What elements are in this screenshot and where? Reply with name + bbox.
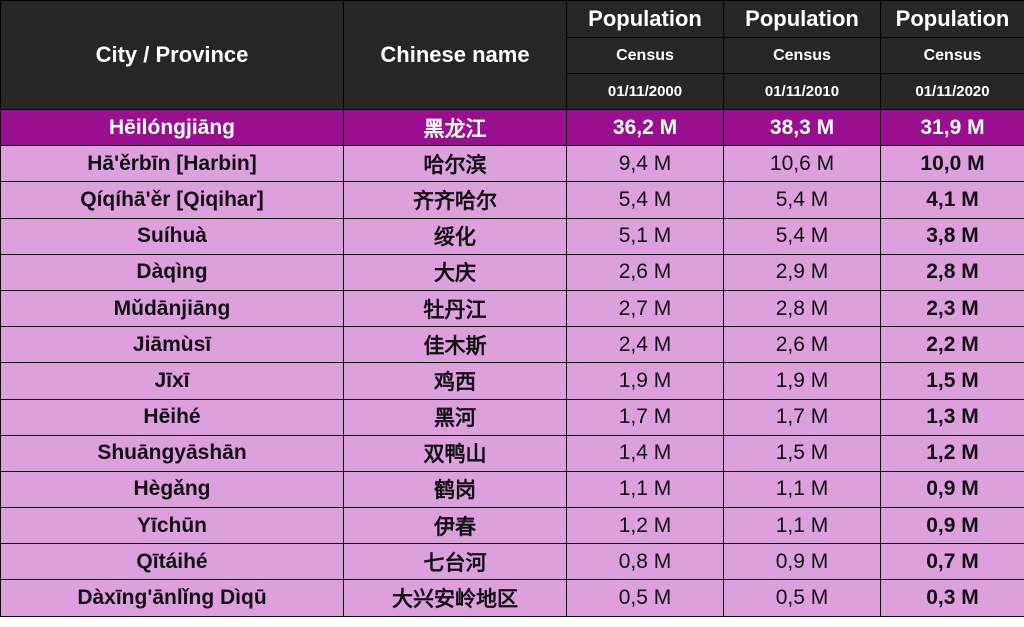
- population-2000-cell: 5,1 M: [566, 217, 724, 255]
- population-2010-cell: 5,4 M: [723, 217, 881, 255]
- table-row: Hègǎng 鹤岗 1,1 M 1,1 M 0,9 M: [0, 470, 1024, 509]
- population-2020-cell: 1,3 M: [880, 398, 1024, 436]
- city-name-cell: Qíqíhā'ěr [Qiqihar]: [0, 181, 344, 219]
- city-name-cell: Jīxī: [0, 362, 344, 400]
- province-row: Hēilóngjiāng 黑龙江 36,2 M 38,3 M 31,9 M: [0, 108, 1024, 147]
- city-name-cell: Suíhuà: [0, 217, 344, 255]
- chinese-name-cell: 双鸭山: [343, 434, 567, 472]
- table-row: Mǔdānjiāng 牡丹江 2,7 M 2,8 M 2,3 M: [0, 289, 1024, 328]
- population-2020-cell: 0,9 M: [880, 470, 1024, 509]
- chinese-name-cell: 伊春: [343, 507, 567, 545]
- population-2020-cell: 4,1 M: [880, 181, 1024, 219]
- table-header: City / Province Chinese name Population …: [0, 0, 1024, 110]
- census-date-2000: 01/11/2000: [566, 73, 724, 110]
- city-name-cell: Hēilóngjiāng: [0, 108, 344, 147]
- city-name-cell: Shuāngyāshān: [0, 434, 344, 472]
- population-2010-cell: 1,9 M: [723, 362, 881, 400]
- population-2010-cell: 2,8 M: [723, 289, 881, 328]
- table-row: Dàxīng'ānlǐng Dìqū 大兴安岭地区 0,5 M 0,5 M 0,3 M: [0, 579, 1024, 617]
- city-name-cell: Dàqìng: [0, 253, 344, 291]
- population-2010-cell: 0,5 M: [723, 579, 881, 617]
- population-2020-cell: 31,9 M: [880, 108, 1024, 147]
- chinese-name-cell: 鹤岗: [343, 470, 567, 509]
- population-2010-cell: 10,6 M: [723, 145, 881, 183]
- table-row: Jiāmùsī 佳木斯 2,4 M 2,6 M 2,2 M: [0, 326, 1024, 364]
- chinese-name-cell: 齐齐哈尔: [343, 181, 567, 219]
- chinese-name-header: Chinese name: [343, 0, 567, 110]
- population-2000-header: Population: [566, 0, 724, 38]
- population-2010-cell: 38,3 M: [723, 108, 881, 147]
- population-2000-cell: 5,4 M: [566, 181, 724, 219]
- population-2000-cell: 2,6 M: [566, 253, 724, 291]
- population-2020-cell: 0,7 M: [880, 543, 1024, 581]
- population-2020-cell: 3,8 M: [880, 217, 1024, 255]
- population-2000-cell: 0,8 M: [566, 543, 724, 581]
- population-2010-cell: 2,9 M: [723, 253, 881, 291]
- population-2020-cell: 0,9 M: [880, 507, 1024, 545]
- population-2000-cell: 36,2 M: [566, 108, 724, 147]
- population-2000-cell: 1,7 M: [566, 398, 724, 436]
- city-name-cell: Hēihé: [0, 398, 344, 436]
- census-date-2020: 01/11/2020: [880, 73, 1024, 110]
- chinese-name-cell: 黑龙江: [343, 108, 567, 147]
- table-row: Qíqíhā'ěr [Qiqihar] 齐齐哈尔 5,4 M 5,4 M 4,1 M: [0, 181, 1024, 219]
- population-2000-cell: 1,1 M: [566, 470, 724, 509]
- city-name-cell: Qītáihé: [0, 543, 344, 581]
- population-2020-cell: 1,5 M: [880, 362, 1024, 400]
- census-2000-label: Census: [566, 37, 724, 74]
- population-2000-cell: 9,4 M: [566, 145, 724, 183]
- city-name-cell: Dàxīng'ānlǐng Dìqū: [0, 579, 344, 617]
- population-2010-cell: 2,6 M: [723, 326, 881, 364]
- census-2010-label: Census: [723, 37, 881, 74]
- chinese-name-cell: 黑河: [343, 398, 567, 436]
- table-row: Hēihé 黑河 1,7 M 1,7 M 1,3 M: [0, 398, 1024, 436]
- chinese-name-cell: 牡丹江: [343, 289, 567, 328]
- population-2010-cell: 1,5 M: [723, 434, 881, 472]
- city-name-cell: Hègǎng: [0, 470, 344, 509]
- population-2020-cell: 0,3 M: [880, 579, 1024, 617]
- population-2000-cell: 0,5 M: [566, 579, 724, 617]
- population-2020-cell: 2,2 M: [880, 326, 1024, 364]
- census-2020-label: Census: [880, 37, 1024, 74]
- chinese-name-cell: 佳木斯: [343, 326, 567, 364]
- table-row: Qītáihé 七台河 0,8 M 0,9 M 0,7 M: [0, 543, 1024, 581]
- table-row: Hā'ěrbīn [Harbin] 哈尔滨 9,4 M 10,6 M 10,0 M: [0, 145, 1024, 183]
- population-2010-cell: 1,1 M: [723, 507, 881, 545]
- census-date-2010: 01/11/2010: [723, 73, 881, 110]
- chinese-name-cell: 七台河: [343, 543, 567, 581]
- table-row: Shuāngyāshān 双鸭山 1,4 M 1,5 M 1,2 M: [0, 434, 1024, 472]
- population-2000-cell: 2,4 M: [566, 326, 724, 364]
- population-2000-cell: 2,7 M: [566, 289, 724, 328]
- population-2020-cell: 2,3 M: [880, 289, 1024, 328]
- city-name-cell: Yīchūn: [0, 507, 344, 545]
- city-name-cell: Jiāmùsī: [0, 326, 344, 364]
- chinese-name-cell: 鸡西: [343, 362, 567, 400]
- population-2020-header: Population: [880, 0, 1024, 38]
- table-row: Dàqìng 大庆 2,6 M 2,9 M 2,8 M: [0, 253, 1024, 291]
- population-2020-cell: 1,2 M: [880, 434, 1024, 472]
- city-name-cell: Mǔdānjiāng: [0, 289, 344, 328]
- chinese-name-cell: 大兴安岭地区: [343, 579, 567, 617]
- city-province-header: City / Province: [0, 0, 344, 110]
- table-row: Yīchūn 伊春 1,2 M 1,1 M 0,9 M: [0, 507, 1024, 545]
- chinese-name-cell: 绥化: [343, 217, 567, 255]
- population-2000-cell: 1,2 M: [566, 507, 724, 545]
- population-2010-cell: 5,4 M: [723, 181, 881, 219]
- population-2010-cell: 0,9 M: [723, 543, 881, 581]
- population-2010-cell: 1,1 M: [723, 470, 881, 509]
- table-body: Hēilóngjiāng 黑龙江 36,2 M 38,3 M 31,9 M Hā'ěrbī…: [0, 108, 1024, 617]
- population-2000-cell: 1,9 M: [566, 362, 724, 400]
- population-2010-header: Population: [723, 0, 881, 38]
- table-row: Suíhuà 绥化 5,1 M 5,4 M 3,8 M: [0, 217, 1024, 255]
- population-2020-cell: 2,8 M: [880, 253, 1024, 291]
- chinese-name-cell: 哈尔滨: [343, 145, 567, 183]
- city-name-cell: Hā'ěrbīn [Harbin]: [0, 145, 344, 183]
- chinese-name-cell: 大庆: [343, 253, 567, 291]
- table-row: Jīxī 鸡西 1,9 M 1,9 M 1,5 M: [0, 362, 1024, 400]
- population-2020-cell: 10,0 M: [880, 145, 1024, 183]
- population-2000-cell: 1,4 M: [566, 434, 724, 472]
- population-2010-cell: 1,7 M: [723, 398, 881, 436]
